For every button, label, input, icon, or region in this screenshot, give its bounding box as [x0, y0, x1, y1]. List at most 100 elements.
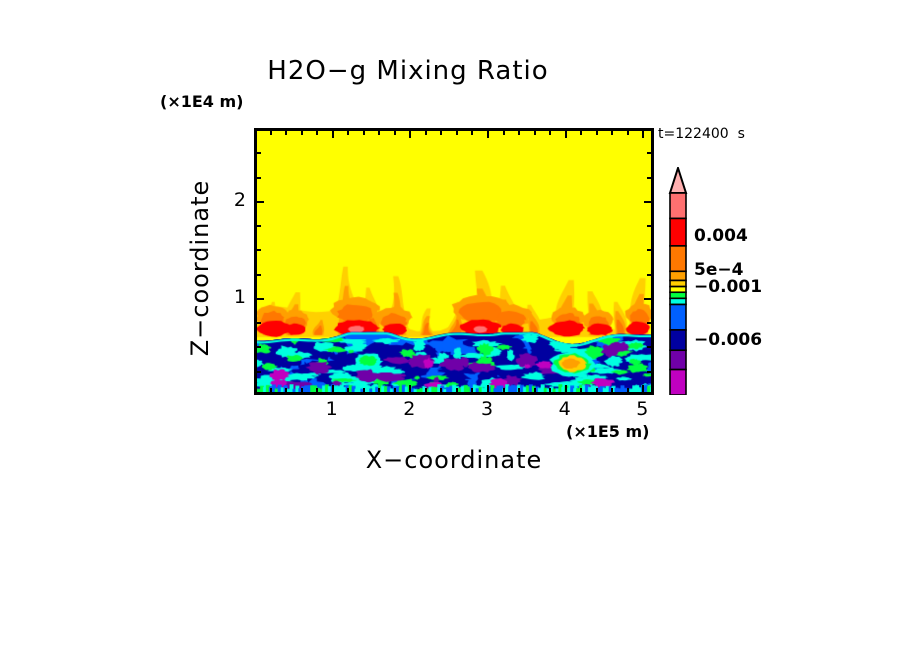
x-axis-tick	[409, 385, 412, 393]
x-axis-minor-tick	[595, 388, 598, 393]
x-axis-minor-tick-top	[393, 130, 396, 135]
x-axis-minor-tick-top	[595, 130, 598, 135]
x-axis-minor-tick	[611, 388, 614, 393]
x-axis-minor-tick-top	[316, 130, 319, 135]
x-axis-minor-tick	[549, 388, 552, 393]
x-axis-tick-top	[564, 130, 567, 138]
x-tick-label: 5	[636, 398, 649, 420]
y-axis-minor-tick-right	[647, 346, 652, 349]
timestamp-annotation: t=122400 s	[658, 126, 745, 142]
x-axis-minor-tick-top	[300, 130, 303, 135]
x-axis-unit-label: (×1E5 m)	[566, 422, 650, 441]
x-axis-minor-tick	[378, 388, 381, 393]
y-axis-minor-tick-right	[647, 370, 652, 373]
x-axis-tick	[564, 385, 567, 393]
y-tick-label: 2	[233, 188, 246, 211]
colorbar-top-arrow	[668, 167, 688, 194]
colorbar-tick-label: −0.006	[694, 330, 763, 350]
x-axis-tick-top	[642, 130, 645, 138]
y-axis-tick	[256, 200, 264, 203]
x-axis-minor-tick-top	[518, 130, 521, 135]
colorbar-band	[669, 349, 687, 371]
y-axis-minor-tick-right	[647, 225, 652, 228]
x-axis-minor-tick-top	[626, 130, 629, 135]
y-axis-minor-tick	[256, 225, 261, 228]
x-axis-tick-top	[487, 130, 489, 138]
y-axis-minor-tick-right	[647, 176, 652, 179]
y-axis-minor-tick-right	[647, 273, 652, 276]
y-axis-minor-tick-right	[647, 249, 652, 252]
x-axis-minor-tick	[471, 388, 474, 393]
colorbar-band	[669, 270, 687, 282]
x-axis-minor-tick	[362, 388, 365, 393]
x-axis-minor-tick	[440, 388, 443, 393]
y-axis-minor-tick	[256, 249, 261, 252]
x-axis-minor-tick-top	[471, 130, 474, 135]
colorbar-band	[669, 291, 687, 300]
x-axis-minor-tick	[626, 388, 629, 393]
y-axis-tick-right	[644, 297, 652, 300]
x-axis-tick	[642, 385, 645, 393]
colorbar	[667, 167, 689, 395]
x-axis-minor-tick-top	[455, 130, 458, 135]
x-axis-minor-tick-top	[269, 130, 272, 135]
colorbar-band	[669, 217, 687, 247]
x-axis-tick-top	[409, 130, 412, 138]
y-axis-minor-tick	[256, 322, 261, 325]
x-axis-minor-tick-top	[549, 130, 552, 135]
colorbar-band	[669, 368, 687, 395]
chart-title: H2O−g Mixing Ratio	[267, 56, 549, 86]
y-axis-tick	[256, 297, 264, 300]
x-axis-minor-tick	[316, 388, 319, 393]
colorbar-band	[669, 279, 687, 288]
x-axis-minor-tick	[300, 388, 303, 393]
colorbar-band	[669, 245, 687, 273]
y-axis-unit-label: (×1E4 m)	[160, 92, 244, 111]
x-axis-tick	[487, 385, 489, 393]
x-axis-minor-tick	[580, 388, 583, 393]
x-axis-minor-tick-top	[347, 130, 350, 135]
x-axis-minor-tick	[455, 388, 458, 393]
x-axis-minor-tick	[533, 388, 536, 393]
x-tick-label: 4	[558, 398, 571, 420]
y-axis-minor-tick	[256, 152, 261, 155]
colorbar-tick-label: 5e−4	[694, 260, 744, 280]
colorbar-svg	[668, 167, 688, 395]
x-axis-minor-tick	[269, 388, 272, 393]
y-axis-minor-tick	[256, 273, 261, 276]
colorbar-band	[669, 192, 687, 220]
colorbar-band	[669, 285, 687, 294]
colorbar-tick-label: −0.001	[694, 277, 763, 297]
y-axis-minor-tick	[256, 370, 261, 373]
x-axis-minor-tick	[502, 388, 505, 393]
x-axis-minor-tick	[518, 388, 521, 393]
colorbar-band	[669, 329, 687, 352]
y-axis-minor-tick-right	[647, 322, 652, 325]
x-axis-minor-tick	[285, 388, 288, 393]
x-axis-tick	[331, 385, 334, 393]
x-axis-minor-tick-top	[502, 130, 505, 135]
y-axis-minor-tick	[256, 176, 261, 179]
x-tick-label: 1	[325, 398, 338, 420]
x-axis-minor-tick	[347, 388, 350, 393]
x-axis-minor-tick-top	[285, 130, 288, 135]
colorbar-band	[669, 297, 687, 306]
x-axis-minor-tick-top	[611, 130, 614, 135]
x-axis-minor-tick-top	[533, 130, 536, 135]
x-tick-label: 3	[480, 398, 494, 420]
x-axis-minor-tick-top	[580, 130, 583, 135]
x-tick-label: 2	[403, 398, 416, 420]
colorbar-band	[669, 303, 687, 331]
x-axis-tick-top	[331, 130, 334, 138]
y-axis-minor-tick-right	[647, 152, 652, 155]
x-axis-minor-tick-top	[362, 130, 365, 135]
x-axis-minor-tick-top	[424, 130, 427, 135]
y-axis-minor-tick	[256, 346, 261, 349]
colorbar-tick-label: 0.004	[694, 226, 748, 246]
contour-field-canvas	[257, 131, 651, 392]
y-tick-label: 1	[233, 285, 246, 308]
x-axis-title: X−coordinate	[365, 446, 543, 474]
x-axis-minor-tick-top	[440, 130, 443, 135]
y-axis-tick-right	[644, 200, 652, 203]
